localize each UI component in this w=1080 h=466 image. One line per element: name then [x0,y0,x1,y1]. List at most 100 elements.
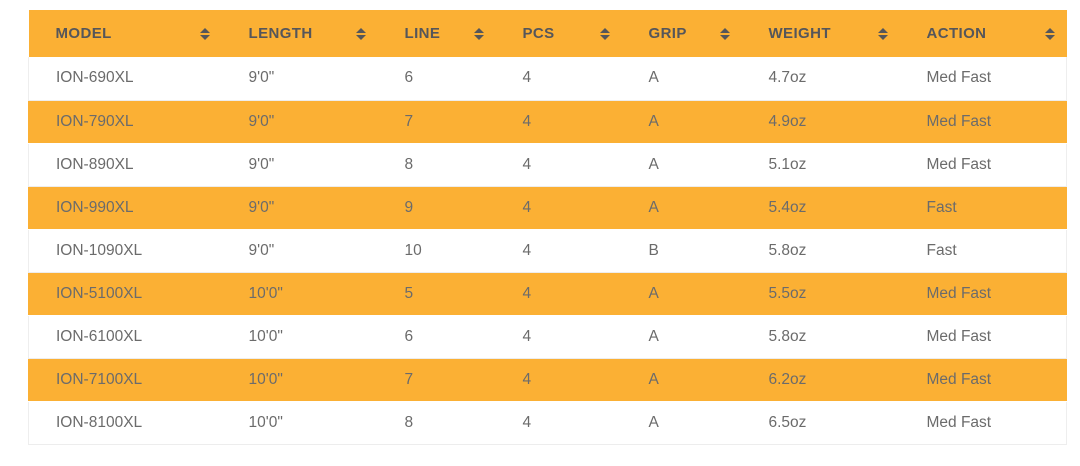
cell-model: ION-6100XL [28,315,222,359]
sort-down-arrow-icon [599,34,610,40]
sort-up-arrow-icon [877,27,888,33]
cell-length: 9'0" [221,100,378,144]
cell-line: 7 [377,358,496,402]
sort-down-arrow-icon [1044,34,1055,40]
sort-icon[interactable] [355,27,366,40]
cell-line: 6 [377,315,496,359]
column-label-weight: WEIGHT [768,25,831,42]
cell-line: 10 [377,229,496,273]
cell-pcs: 4 [495,358,622,402]
cell-pcs: 4 [495,315,622,359]
table-row: ION-6100XL 10'0" 6 4 A 5.8oz Med Fast [28,315,1067,359]
cell-model: ION-1090XL [28,229,222,273]
column-header-length[interactable]: LENGTH [221,10,378,57]
cell-model: ION-5100XL [28,272,222,316]
column-header-inner: MODEL [29,10,222,57]
cell-grip: A [621,272,742,316]
sort-down-arrow-icon [355,34,366,40]
cell-action: Med Fast [899,315,1067,359]
cell-length: 10'0" [221,272,378,316]
sort-icon[interactable] [877,27,888,40]
cell-pcs: 4 [495,401,622,445]
cell-weight: 6.2oz [741,358,900,402]
sort-up-arrow-icon [199,27,210,33]
cell-grip: A [621,315,742,359]
sort-down-arrow-icon [719,34,730,40]
cell-pcs: 4 [495,57,622,101]
cell-line: 8 [377,401,496,445]
column-header-pcs[interactable]: PCS [495,10,622,57]
cell-pcs: 4 [495,186,622,230]
column-label-grip: GRIP [648,25,687,42]
cell-length: 9'0" [221,57,378,101]
cell-grip: A [621,358,742,402]
cell-action: Med Fast [899,272,1067,316]
table-row: ION-790XL 9'0" 7 4 A 4.9oz Med Fast [28,100,1067,144]
cell-length: 10'0" [221,401,378,445]
cell-model: ION-890XL [28,143,222,187]
table-row: ION-890XL 9'0" 8 4 A 5.1oz Med Fast [28,143,1067,187]
cell-length: 10'0" [221,358,378,402]
cell-grip: A [621,57,742,101]
sort-icon[interactable] [599,27,610,40]
cell-line: 7 [377,100,496,144]
cell-weight: 6.5oz [741,401,900,445]
sort-up-arrow-icon [719,27,730,33]
sort-icon[interactable] [1044,27,1055,40]
table-body: ION-690XL 9'0" 6 4 A 4.7oz Med Fast ION-790XL 9'… [28,57,1067,445]
table-row: ION-1090XL 9'0" 10 4 B 5.8oz Fast [28,229,1067,273]
cell-line: 5 [377,272,496,316]
column-header-inner: LINE [378,10,496,57]
cell-length: 9'0" [221,186,378,230]
cell-grip: A [621,143,742,187]
cell-grip: B [621,229,742,273]
sort-icon[interactable] [473,27,484,40]
column-header-line[interactable]: LINE [377,10,496,57]
cell-grip: A [621,401,742,445]
header-row: MODEL LENGTH LINE PCS GRIP WEIGHT ACTION [28,10,1067,57]
cell-pcs: 4 [495,100,622,144]
column-header-inner: LENGTH [222,10,378,57]
cell-model: ION-690XL [28,57,222,101]
cell-grip: A [621,186,742,230]
sort-icon[interactable] [719,27,730,40]
table-row: ION-5100XL 10'0" 5 4 A 5.5oz Med Fast [28,272,1067,316]
cell-line: 9 [377,186,496,230]
column-label-action: ACTION [926,25,987,42]
sort-up-arrow-icon [355,27,366,33]
cell-pcs: 4 [495,272,622,316]
cell-weight: 5.8oz [741,315,900,359]
column-label-model: MODEL [55,25,112,42]
cell-grip: A [621,100,742,144]
sort-icon[interactable] [199,27,210,40]
column-header-grip[interactable]: GRIP [621,10,742,57]
cell-weight: 5.4oz [741,186,900,230]
sort-up-arrow-icon [1044,27,1055,33]
sort-up-arrow-icon [599,27,610,33]
cell-weight: 5.8oz [741,229,900,273]
cell-length: 9'0" [221,143,378,187]
table-row: ION-690XL 9'0" 6 4 A 4.7oz Med Fast [28,57,1067,101]
table-header: MODEL LENGTH LINE PCS GRIP WEIGHT ACTION [28,10,1067,57]
table-row: ION-7100XL 10'0" 7 4 A 6.2oz Med Fast [28,358,1067,402]
column-header-weight[interactable]: WEIGHT [741,10,900,57]
cell-line: 8 [377,143,496,187]
cell-action: Med Fast [899,358,1067,402]
cell-action: Med Fast [899,100,1067,144]
cell-action: Fast [899,186,1067,230]
sort-down-arrow-icon [877,34,888,40]
column-label-length: LENGTH [248,25,313,42]
table-row: ION-990XL 9'0" 9 4 A 5.4oz Fast [28,186,1067,230]
sort-down-arrow-icon [199,34,210,40]
column-header-inner: ACTION [900,10,1067,57]
column-header-model[interactable]: MODEL [28,10,222,57]
column-header-action[interactable]: ACTION [899,10,1067,57]
cell-pcs: 4 [495,143,622,187]
cell-weight: 4.7oz [741,57,900,101]
column-header-inner: GRIP [622,10,742,57]
cell-length: 10'0" [221,315,378,359]
sort-up-arrow-icon [473,27,484,33]
cell-action: Med Fast [899,57,1067,101]
cell-model: ION-7100XL [28,358,222,402]
